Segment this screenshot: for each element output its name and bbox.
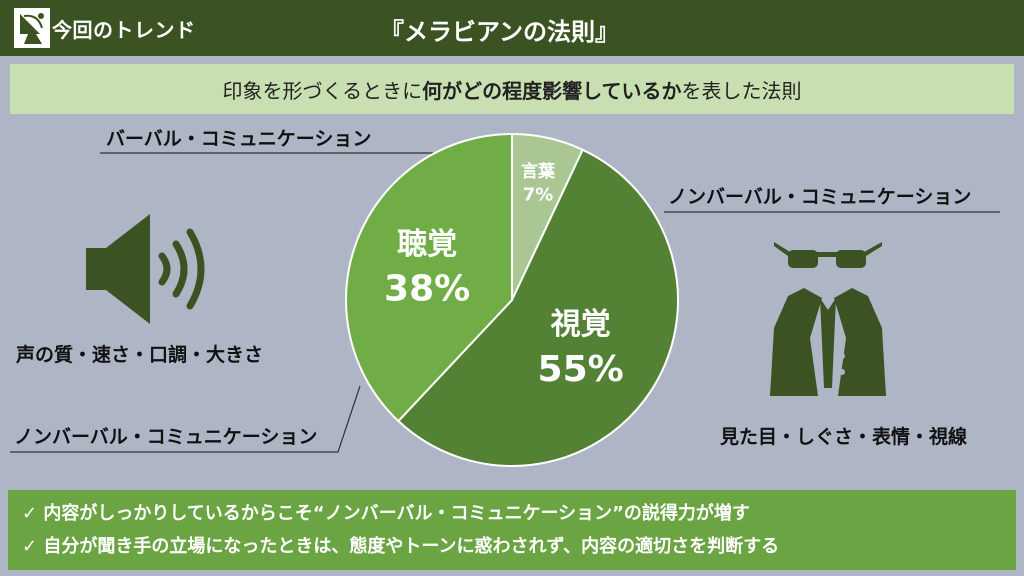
- pie-slice-name-1: 視覚: [551, 307, 611, 342]
- summary-line-2: ✓ 自分が聞き手の立場になったときは、態度やトーンに惑わされず、内容の適切さを判…: [22, 536, 780, 557]
- pie-slice-2: [345, 132, 513, 423]
- header-label: 今回のトレンド: [52, 18, 196, 42]
- subtitle-emphasis: 何がどの程度影響しているか: [422, 78, 682, 103]
- subtitle-banner: 印象を形づくるときに 何がどの程度影響しているか を表した法則: [10, 64, 1014, 114]
- pie-slice-1: [396, 148, 679, 467]
- verbal-label: バーバル・コミュニケーション: [106, 128, 372, 150]
- voice-caption: 声の質・速さ・口調・大きさ: [16, 344, 264, 366]
- summary-line-1: ✓ 内容がしっかりしているからこそ“ノンバーバル・コミュニケーション”の説得力が…: [22, 503, 750, 524]
- speaker-icon: [86, 214, 205, 324]
- nonverbal-label-right: ノンバーバル・コミュニケーション: [668, 186, 972, 208]
- nonverbal-label-left: ノンバーバル・コミュニケーション: [14, 426, 318, 448]
- pie-slice-label-1: 55%: [538, 349, 624, 390]
- pie-svg: 言葉7% 視覚 55% 聴覚 38%: [345, 132, 679, 467]
- summary-box: ✓ 内容がしっかりしているからこそ“ノンバーバル・コミュニケーション”の説得力が…: [8, 490, 1016, 570]
- person-glasses-jacket-icon: [770, 242, 886, 396]
- page-title: 『メラビアンの法則』: [380, 18, 620, 46]
- subtitle-part1: 印象を形づくるときに: [222, 78, 423, 103]
- pie-chart: 言葉 7% 視覚 55% 聴覚 38%: [344, 132, 680, 468]
- pie-slice-label-2: 38%: [384, 269, 470, 310]
- satellite-dish-icon: [14, 8, 50, 48]
- pie-slice-name-2: 聴覚: [397, 227, 457, 262]
- pie-slice-name-0: 言葉: [521, 161, 556, 182]
- subtitle-part2: を表した法則: [681, 78, 802, 103]
- header-bar: 今回のトレンド 『メラビアンの法則』: [0, 0, 1024, 56]
- pie-slice-label-0: 7%: [523, 184, 554, 205]
- visual-caption: 見た目・しぐさ・表情・視線: [720, 426, 968, 448]
